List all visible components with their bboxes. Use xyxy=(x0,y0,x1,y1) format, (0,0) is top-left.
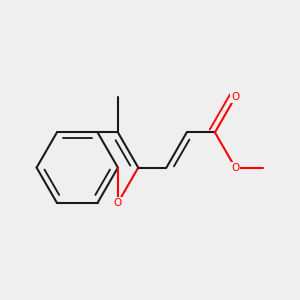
Text: O: O xyxy=(114,198,122,208)
Text: O: O xyxy=(231,92,239,102)
Text: O: O xyxy=(231,163,239,172)
